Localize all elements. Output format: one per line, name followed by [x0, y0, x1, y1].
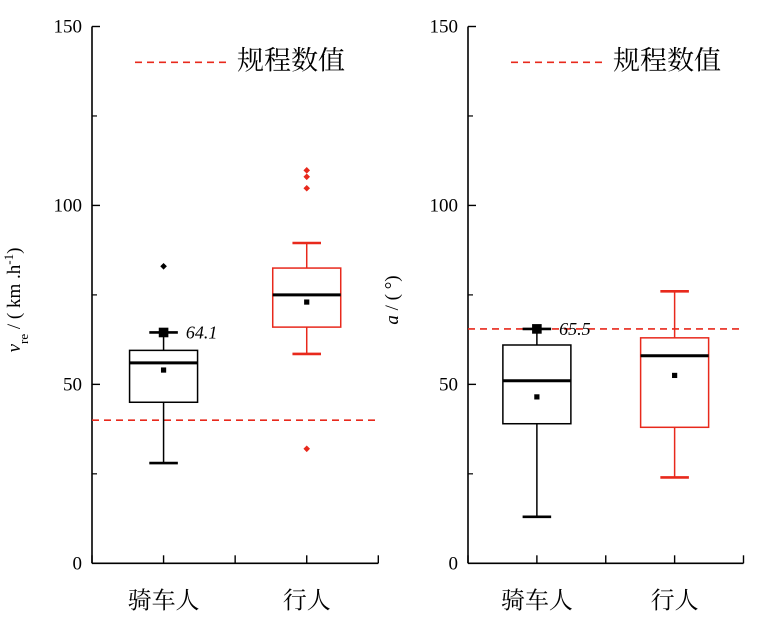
svg-text:规程数值: 规程数值	[237, 45, 345, 75]
svg-text:150: 150	[54, 17, 83, 38]
svg-text:a / ( °): a / ( °)	[382, 275, 403, 324]
svg-text:64.1: 64.1	[186, 322, 218, 342]
svg-text:骑车人: 骑车人	[501, 587, 573, 614]
svg-text:行人: 行人	[651, 587, 699, 614]
svg-text:50: 50	[63, 374, 82, 395]
svg-text:规程数值: 规程数值	[613, 45, 721, 75]
svg-text:骑车人: 骑车人	[128, 587, 200, 614]
svg-text:150: 150	[430, 17, 459, 38]
svg-text:65.5: 65.5	[559, 319, 591, 339]
svg-text:行人: 行人	[283, 587, 331, 614]
svg-text:100: 100	[430, 195, 459, 216]
svg-text:100: 100	[54, 195, 83, 216]
svg-text:50: 50	[439, 374, 458, 395]
svg-text:0: 0	[449, 553, 459, 574]
svg-text:0: 0	[73, 553, 83, 574]
